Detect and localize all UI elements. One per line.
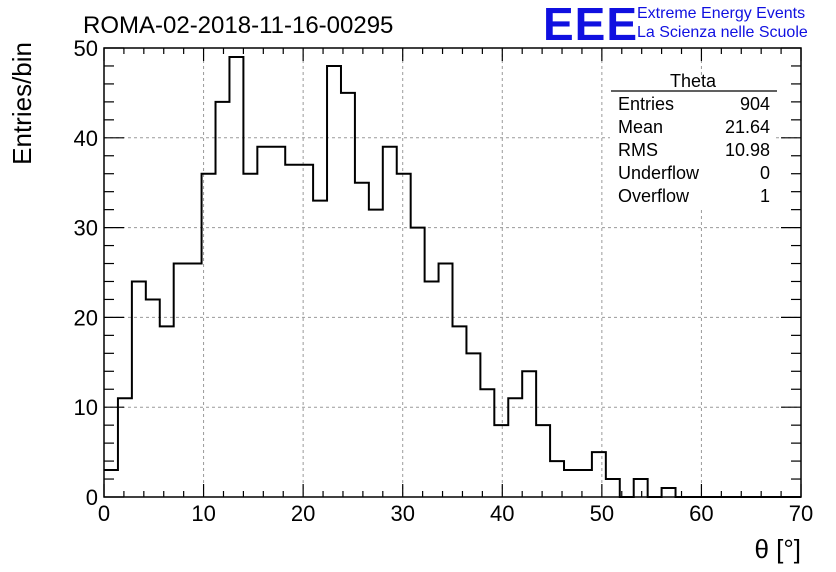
- histogram-bin: [411, 228, 425, 497]
- y-tick-label: 50: [74, 36, 98, 61]
- histogram-bin: [285, 165, 299, 497]
- histogram-bin: [174, 264, 188, 497]
- x-tick-labels: 0 10 20 30 40 50 60 70: [98, 501, 813, 526]
- histogram-line: [104, 55, 801, 498]
- histogram-bin: [355, 183, 369, 497]
- histogram-bin: [536, 425, 550, 497]
- histogram-bin: [425, 281, 439, 497]
- stats-row-label: Underflow: [618, 163, 700, 183]
- y-tick-labels: 0 10 20 30 40 50: [74, 36, 98, 510]
- histogram-bin: [439, 264, 453, 497]
- histogram-bin: [453, 326, 467, 497]
- stats-row-label: Entries: [618, 94, 674, 114]
- x-tick-label: 40: [490, 501, 514, 526]
- x-tick-label: 30: [390, 501, 414, 526]
- histogram-bin: [592, 452, 606, 497]
- histogram-bin: [104, 470, 118, 497]
- stats-row-value: 10.98: [725, 140, 770, 160]
- run-title: ROMA-02-2018-11-16-00295: [83, 12, 393, 39]
- histogram-bin: [299, 165, 313, 497]
- stats-row-value: 1: [760, 186, 770, 206]
- histogram-bin: [369, 210, 383, 497]
- logo-line-1: Extreme Energy Events: [637, 5, 806, 22]
- histogram-bin: [160, 326, 174, 497]
- stats-row-label: Mean: [618, 117, 663, 137]
- y-tick-label: 30: [74, 216, 98, 241]
- histogram-bin: [383, 147, 397, 497]
- stats-row-value: 904: [740, 94, 770, 114]
- eee-logo: EEE: [543, 0, 639, 50]
- plot-frame: [103, 47, 802, 498]
- x-tick-label: 70: [789, 501, 813, 526]
- histogram-bin: [118, 398, 132, 497]
- histogram-bin: [508, 398, 522, 497]
- axis-ticks: [103, 47, 802, 498]
- histogram-bin: [564, 470, 578, 497]
- histogram-bin: [494, 425, 508, 497]
- histogram-bin: [578, 470, 592, 497]
- y-tick-label: 20: [74, 305, 98, 330]
- histogram-bin: [480, 389, 494, 497]
- stats-row-value: 21.64: [725, 117, 770, 137]
- stats-row-label: RMS: [618, 140, 658, 160]
- x-tick-label: 10: [191, 501, 215, 526]
- histogram-bin: [606, 479, 620, 497]
- x-tick-label: 0: [98, 501, 110, 526]
- logo-caption: Extreme Energy Events La Scienza nelle S…: [637, 4, 808, 42]
- histogram-bin: [466, 353, 480, 497]
- y-tick-label: 10: [74, 395, 98, 420]
- stats-row-value: 0: [760, 163, 770, 183]
- stats-box-background: [610, 78, 776, 208]
- histogram-bin: [243, 174, 257, 497]
- histogram-bin: [202, 174, 216, 497]
- histogram-bin: [522, 371, 536, 497]
- histogram-bin: [397, 174, 411, 497]
- histogram-bin: [229, 57, 243, 497]
- stats-rows: Entries 904 Mean 21.64 RMS 10.98 Underflow 0 Ove…: [618, 94, 770, 206]
- histogram-bin: [341, 93, 355, 497]
- stats-box: Theta Entries 904 Mean 21.64 RMS 10.98 Underfl…: [610, 71, 777, 208]
- histogram-bin: [313, 201, 327, 497]
- histogram-bin: [271, 147, 285, 497]
- histogram-bin: [634, 479, 648, 497]
- histogram-bin: [662, 488, 676, 497]
- histogram-bin: [216, 102, 230, 497]
- stats-row-label: Overflow: [618, 186, 690, 206]
- histogram-series: [104, 55, 801, 498]
- y-axis-label: Entries/bin: [7, 42, 37, 165]
- y-tick-label: 40: [74, 126, 98, 151]
- histogram-bin: [146, 299, 160, 497]
- x-tick-label: 50: [590, 501, 614, 526]
- x-axis-label: θ [°]: [754, 534, 801, 564]
- histogram-bin: [257, 147, 271, 497]
- stats-title: Theta: [670, 71, 717, 91]
- histogram-bin: [188, 264, 202, 497]
- logo-line-2: La Scienza nelle Scuole: [637, 24, 808, 41]
- x-tick-label: 60: [689, 501, 713, 526]
- histogram-bin: [132, 281, 146, 497]
- histogram-bin: [327, 66, 341, 497]
- y-tick-label: 0: [86, 485, 98, 510]
- x-tick-label: 20: [291, 501, 315, 526]
